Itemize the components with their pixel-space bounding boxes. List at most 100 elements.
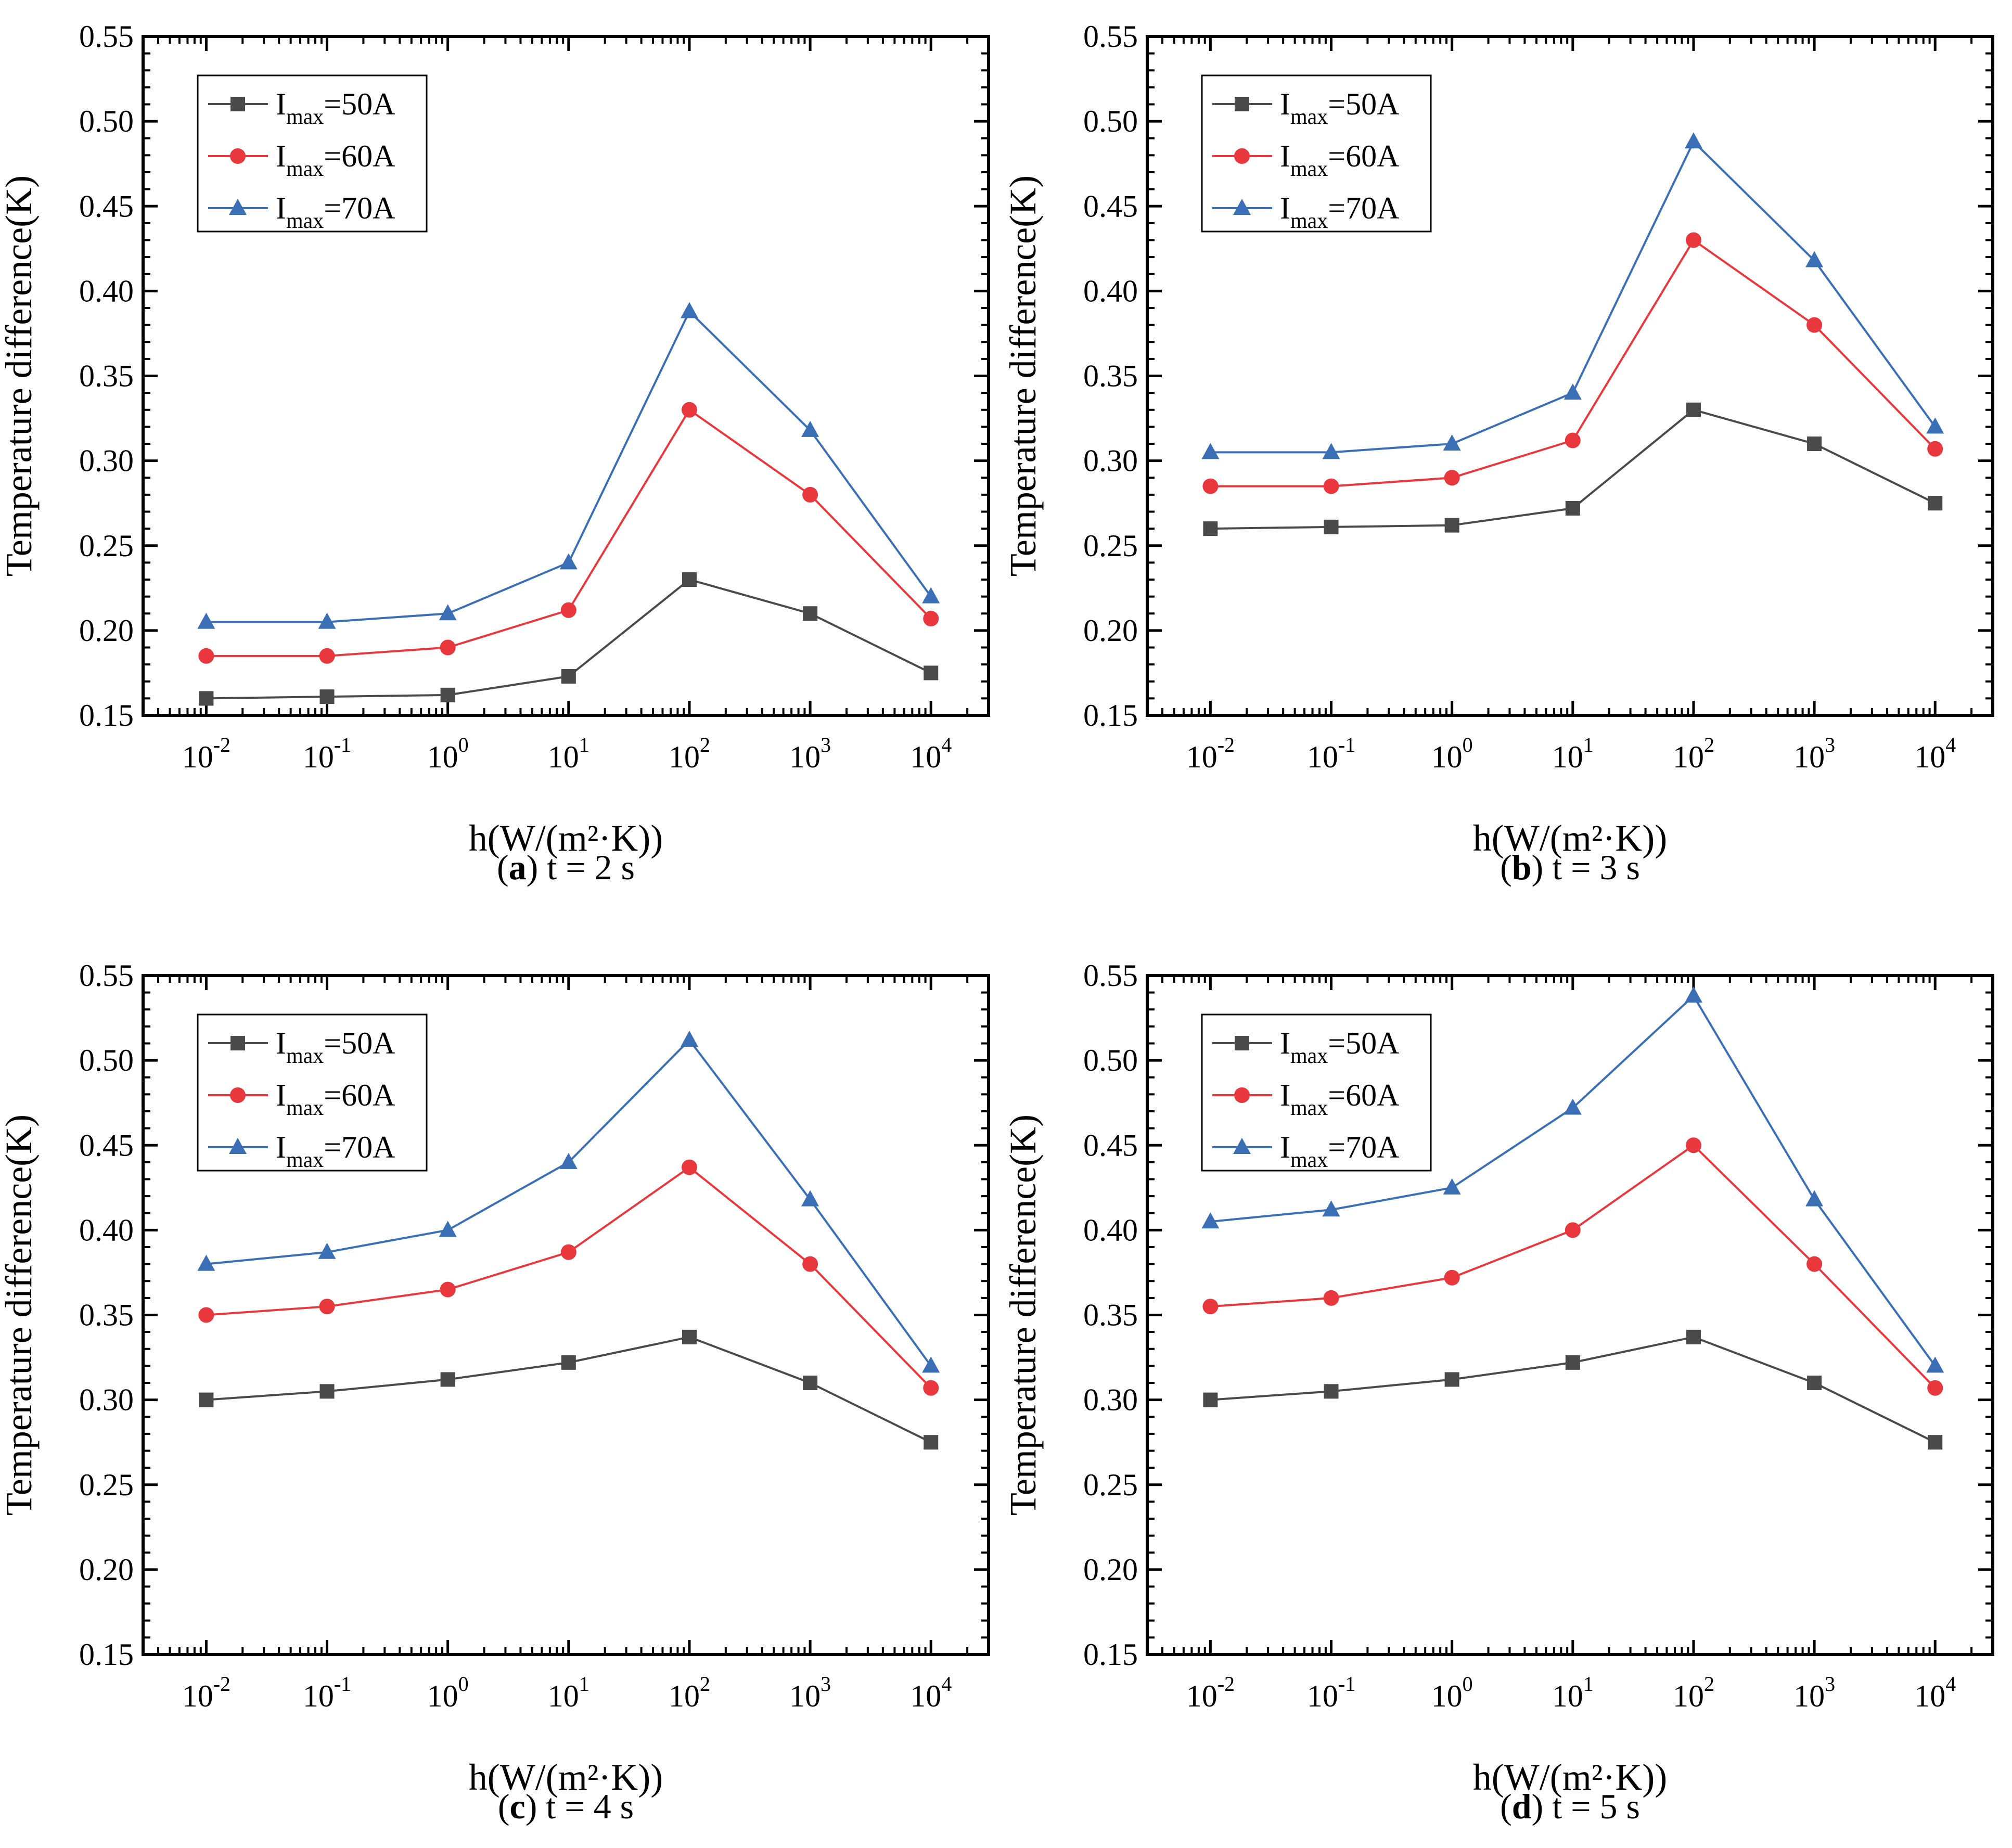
legend-label: Imax=70A	[276, 191, 395, 233]
x-tick-exponent: 1	[1583, 733, 1594, 756]
y-tick-label: 0.25	[79, 529, 134, 563]
x-tick-label: 103	[1793, 733, 1835, 774]
y-tick-label: 0.45	[1083, 1128, 1138, 1162]
legend-label-base: I	[1280, 139, 1290, 173]
legend-label: Imax=50A	[1280, 87, 1399, 129]
x-tick-label: 103	[1793, 1672, 1835, 1713]
data-point-triangle	[680, 302, 698, 318]
x-axis-label: h(W/(m²·K))	[469, 1756, 663, 1798]
data-point-circle	[560, 602, 576, 618]
x-tick-base: 10	[669, 740, 700, 774]
x-tick-exponent: 4	[1945, 733, 1956, 756]
y-tick-label: 0.50	[1083, 1043, 1138, 1077]
legend-label-base: I	[1280, 1026, 1290, 1060]
y-tick-label: 0.55	[1083, 958, 1138, 993]
data-point-square	[1324, 1384, 1339, 1399]
data-point-circle	[1927, 441, 1943, 457]
data-point-circle	[923, 1380, 939, 1396]
x-tick-exponent: 0	[1463, 1672, 1473, 1696]
caption-open-paren: (	[1500, 1787, 1512, 1826]
x-tick-base: 10	[1793, 1679, 1825, 1713]
x-tick-label: 104	[1914, 1672, 1956, 1713]
legend-label-rest: =70A	[1328, 191, 1399, 225]
x-tick-base: 10	[910, 740, 941, 774]
x-tick-label: 104	[910, 733, 952, 774]
legend-marker-square	[1235, 1036, 1249, 1050]
x-tick-label: 10-2	[1186, 1672, 1235, 1713]
series-line-series_50	[206, 1336, 932, 1443]
y-tick-label: 0.30	[1083, 1383, 1138, 1417]
y-tick-label: 0.50	[79, 104, 134, 138]
data-point-triangle	[1564, 383, 1582, 400]
x-tick-exponent: -1	[334, 1672, 351, 1696]
legend-label-sub: max	[1290, 1096, 1328, 1120]
caption-open-paren: (	[1500, 848, 1512, 887]
x-tick-exponent: -1	[334, 733, 351, 756]
y-tick-label: 0.15	[1083, 698, 1138, 733]
legend-marker-triangle	[1233, 199, 1251, 215]
legend-label-sub: max	[286, 157, 324, 181]
x-tick-base: 10	[910, 1679, 941, 1713]
y-tick-label: 0.45	[79, 1128, 134, 1162]
data-point-circle	[1565, 432, 1581, 448]
x-tick-label: 10-1	[303, 1672, 351, 1713]
x-tick-base: 10	[1552, 1679, 1583, 1713]
legend-marker-triangle	[1233, 1138, 1251, 1154]
x-tick-base: 10	[1673, 1679, 1704, 1713]
caption-open-paren: (	[498, 1787, 510, 1826]
data-point-square	[924, 665, 939, 681]
data-point-circle	[560, 1244, 576, 1260]
x-tick-exponent: 4	[941, 733, 952, 756]
x-tick-label: 10-1	[303, 733, 351, 774]
data-point-square	[440, 687, 455, 702]
data-point-square	[1686, 402, 1701, 417]
legend-marker-circle	[1234, 1087, 1250, 1103]
data-point-triangle	[197, 612, 215, 629]
data-point-circle	[198, 1307, 214, 1323]
x-tick-label: 101	[548, 733, 589, 774]
legend-label: Imax=50A	[276, 87, 395, 129]
data-point-square	[1444, 1372, 1459, 1387]
x-tick-label: 101	[1552, 1672, 1594, 1713]
y-tick-label: 0.35	[1083, 1298, 1138, 1332]
legend-label-rest: =70A	[1328, 1130, 1399, 1164]
data-point-triangle	[559, 553, 578, 570]
legend-label-rest: =60A	[324, 1078, 395, 1112]
y-axis-label: Temperature difference(K)	[0, 1114, 40, 1516]
data-point-square	[1203, 521, 1218, 536]
x-tick-base: 10	[1307, 1679, 1338, 1713]
x-tick-base: 10	[1431, 740, 1463, 774]
data-point-square	[440, 1372, 455, 1387]
data-point-circle	[1927, 1380, 1943, 1396]
y-tick-label: 0.25	[79, 1468, 134, 1502]
caption-panel-label: c	[510, 1787, 526, 1826]
y-tick-label: 0.35	[79, 1298, 134, 1332]
data-point-triangle	[1201, 443, 1220, 459]
legend-label: Imax=50A	[1280, 1026, 1399, 1068]
x-tick-label: 102	[669, 1672, 710, 1713]
data-point-circle	[802, 486, 818, 503]
legend-label-rest: =60A	[324, 139, 395, 173]
data-point-square	[1565, 500, 1580, 516]
data-point-circle	[440, 1281, 456, 1298]
legend-marker-square	[1235, 97, 1249, 111]
data-point-triangle	[1684, 986, 1702, 1003]
y-tick-label: 0.15	[79, 1637, 134, 1672]
x-tick-exponent: 2	[700, 733, 710, 756]
caption-text: t = 4 s	[546, 1787, 634, 1826]
y-tick-label: 0.20	[1083, 1552, 1138, 1587]
x-tick-exponent: 2	[1704, 1672, 1714, 1696]
x-tick-label: 100	[427, 1672, 469, 1713]
y-tick-label: 0.30	[79, 444, 134, 478]
legend-label-base: I	[276, 139, 286, 173]
legend-label: Imax=70A	[1280, 1130, 1399, 1172]
data-point-triangle	[1201, 1212, 1220, 1229]
legend-label-sub: max	[1290, 1044, 1328, 1068]
x-tick-label: 100	[427, 733, 469, 774]
data-point-triangle	[801, 420, 819, 437]
legend-label-sub: max	[1290, 157, 1328, 181]
legend-marker-circle	[230, 1087, 246, 1103]
y-tick-label: 0.40	[1083, 274, 1138, 308]
panel-caption: (c) t = 4 s	[498, 1787, 634, 1826]
